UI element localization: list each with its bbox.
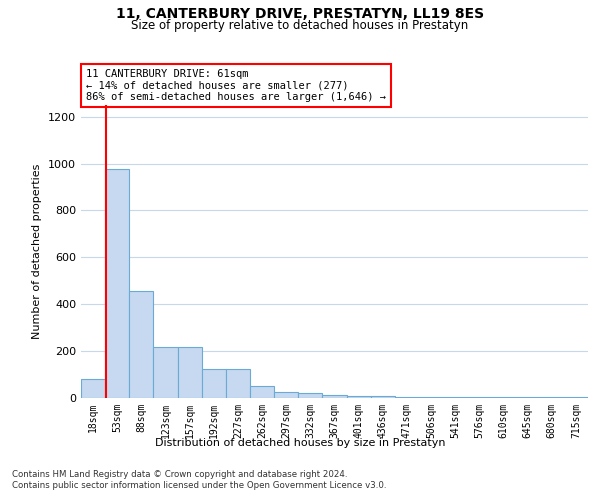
Bar	[347, 396, 371, 398]
Bar	[202, 370, 226, 398]
Text: 11, CANTERBURY DRIVE, PRESTATYN, LL19 8ES: 11, CANTERBURY DRIVE, PRESTATYN, LL19 8E…	[116, 8, 484, 22]
Bar	[250, 386, 274, 398]
Bar	[105, 170, 129, 398]
Bar	[129, 291, 154, 398]
Text: 11 CANTERBURY DRIVE: 61sqm
← 14% of detached houses are smaller (277)
86% of sem: 11 CANTERBURY DRIVE: 61sqm ← 14% of deta…	[86, 69, 386, 102]
Bar	[274, 392, 298, 398]
Bar	[178, 347, 202, 398]
Text: Contains public sector information licensed under the Open Government Licence v3: Contains public sector information licen…	[12, 481, 386, 490]
Bar	[419, 397, 443, 398]
Bar	[154, 347, 178, 398]
Text: Contains HM Land Registry data © Crown copyright and database right 2024.: Contains HM Land Registry data © Crown c…	[12, 470, 347, 479]
Bar	[298, 393, 322, 398]
Text: Size of property relative to detached houses in Prestatyn: Size of property relative to detached ho…	[131, 18, 469, 32]
Bar	[371, 396, 395, 398]
Bar	[395, 396, 419, 398]
Bar	[322, 395, 347, 398]
Text: Distribution of detached houses by size in Prestatyn: Distribution of detached houses by size …	[155, 438, 445, 448]
Bar	[81, 379, 105, 398]
Bar	[226, 370, 250, 398]
Y-axis label: Number of detached properties: Number of detached properties	[32, 164, 43, 339]
